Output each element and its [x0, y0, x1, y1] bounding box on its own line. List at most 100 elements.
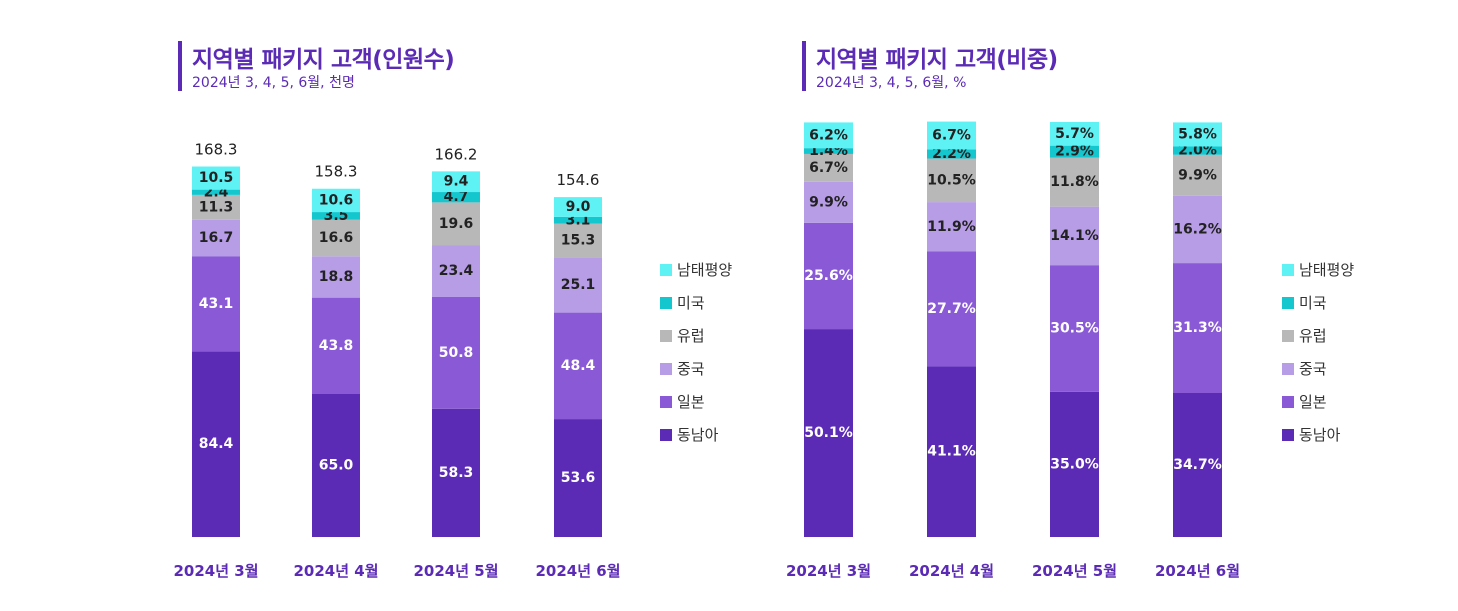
- bar-value-label: 34.7%: [1173, 457, 1222, 473]
- title-accent-bar: [802, 41, 806, 91]
- bar-value-label: 10.5: [199, 170, 234, 186]
- legend-swatch-일본: [1282, 396, 1294, 408]
- bar-value-label: 6.7%: [932, 127, 971, 143]
- bar-value-label: 2.9%: [1055, 144, 1094, 160]
- legend-swatch-동남아: [1282, 429, 1294, 441]
- bar-total-label: 154.6: [557, 171, 600, 189]
- bar-segment-일본: [312, 297, 360, 394]
- bar-segment-중국: [554, 257, 602, 313]
- x-tick-label: 2024년 3월: [173, 562, 258, 580]
- bar-value-label: 58.3: [439, 465, 474, 481]
- bar-segment-동남아: [554, 419, 602, 537]
- bar-segment-중국: [804, 181, 853, 223]
- bar-segment-일본: [192, 256, 240, 352]
- bar-segment-미국: [927, 149, 976, 159]
- legend-swatch-중국: [660, 363, 672, 375]
- bar-segment-미국: [312, 212, 360, 220]
- bar-segment-남태평양: [804, 122, 853, 149]
- bar-segment-동남아: [432, 408, 480, 537]
- bar-segment-남태평양: [554, 197, 602, 217]
- bar-value-label: 43.1: [199, 296, 234, 312]
- bar-value-label: 9.4: [444, 174, 469, 190]
- bar-segment-미국: [804, 148, 853, 154]
- x-tick-label: 2024년 6월: [535, 562, 620, 580]
- bar-value-label: 4.7: [444, 189, 469, 205]
- bar-value-label: 31.3%: [1173, 320, 1222, 336]
- bar-segment-미국: [192, 189, 240, 195]
- bar-value-label: 16.7: [199, 230, 234, 246]
- legend-label-일본: 일본: [677, 393, 705, 411]
- bar-segment-중국: [1173, 195, 1222, 264]
- legend-swatch-일본: [660, 396, 672, 408]
- x-tick-label: 2024년 5월: [1032, 562, 1117, 580]
- bar-segment-유럽: [192, 194, 240, 220]
- legend-swatch-중국: [1282, 363, 1294, 375]
- stacked-bar-chart-share: 50.1%25.6%9.9%6.7%1.4%6.2%2024년 3월41.1%2…: [786, 121, 1354, 580]
- bar-value-label: 19.6: [439, 216, 474, 232]
- bar-value-label: 10.5%: [927, 172, 976, 188]
- bar-value-label: 11.3: [199, 199, 234, 215]
- legend-swatch-유럽: [1282, 330, 1294, 342]
- x-tick-label: 2024년 4월: [909, 562, 994, 580]
- bar-segment-일본: [432, 296, 480, 409]
- bar-segment-미국: [554, 216, 602, 224]
- bar-value-label: 16.2%: [1173, 221, 1222, 237]
- bar-value-label: 35.0%: [1050, 456, 1099, 472]
- bar-value-label: 50.8: [439, 345, 474, 361]
- bar-segment-유럽: [554, 223, 602, 258]
- bar-segment-중국: [192, 219, 240, 257]
- chart-subtitle: 2024년 3, 4, 5, 6월, %: [816, 75, 967, 91]
- bar-segment-유럽: [804, 153, 853, 182]
- bar-segment-남태평양: [432, 171, 480, 193]
- bar-value-label: 41.1%: [927, 444, 976, 460]
- bar-value-label: 15.3: [561, 233, 596, 249]
- bar-segment-미국: [1050, 145, 1099, 158]
- bar-segment-중국: [432, 245, 480, 297]
- bar-value-label: 9.0: [566, 199, 591, 215]
- legend-label-일본: 일본: [1299, 393, 1327, 411]
- bar-total-label: 166.2: [435, 145, 478, 163]
- bar-value-label: 48.4: [561, 358, 596, 374]
- legend-swatch-동남아: [660, 429, 672, 441]
- chart-title: 지역별 패키지 고객(인원수): [192, 47, 455, 73]
- bar-segment-동남아: [312, 394, 360, 537]
- legend-label-남태평양: 남태평양: [677, 261, 732, 279]
- legend-swatch-미국: [1282, 297, 1294, 309]
- legend-label-동남아: 동남아: [1299, 426, 1341, 444]
- title-accent-bar: [178, 41, 182, 91]
- bar-value-label: 9.9%: [809, 194, 848, 210]
- bar-value-label: 65.0: [319, 458, 354, 474]
- legend-swatch-남태평양: [660, 264, 672, 276]
- bar-segment-중국: [312, 256, 360, 298]
- bar-value-label: 2.0%: [1178, 143, 1217, 159]
- chart-title: 지역별 패키지 고객(비중): [816, 47, 1058, 73]
- bar-value-label: 43.8: [319, 338, 354, 354]
- bar-segment-유럽: [1173, 154, 1222, 196]
- chart-panel-share: 지역별 패키지 고객(비중) 2024년 3, 4, 5, 6월, % 50.1…: [730, 0, 1458, 611]
- bar-segment-일본: [1050, 265, 1099, 392]
- bar-segment-유럽: [927, 158, 976, 203]
- bar-value-label: 84.4: [199, 436, 234, 452]
- bar-segment-유럽: [1050, 157, 1099, 207]
- bar-segment-유럽: [312, 219, 360, 257]
- bar-value-label: 30.5%: [1050, 320, 1099, 336]
- bar-segment-일본: [927, 251, 976, 367]
- legend-label-동남아: 동남아: [677, 426, 719, 444]
- x-tick-label: 2024년 6월: [1155, 562, 1240, 580]
- bar-value-label: 14.1%: [1050, 228, 1099, 244]
- legend-label-남태평양: 남태평양: [1299, 261, 1354, 279]
- bar-value-label: 16.6: [319, 230, 354, 246]
- legend-label-중국: 중국: [677, 360, 705, 378]
- bar-segment-동남아: [1050, 391, 1099, 537]
- bar-value-label: 9.9%: [1178, 167, 1217, 183]
- bar-value-label: 6.7%: [809, 160, 848, 176]
- bar-segment-미국: [432, 192, 480, 203]
- bar-segment-동남아: [927, 366, 976, 537]
- legend-swatch-남태평양: [1282, 264, 1294, 276]
- bar-value-label: 2.2%: [932, 146, 971, 162]
- legend-label-미국: 미국: [677, 294, 705, 312]
- bar-value-label: 5.7%: [1055, 126, 1094, 142]
- bar-value-label: 5.8%: [1178, 126, 1217, 142]
- legend-label-유럽: 유럽: [677, 327, 705, 345]
- bar-segment-남태평양: [927, 121, 976, 150]
